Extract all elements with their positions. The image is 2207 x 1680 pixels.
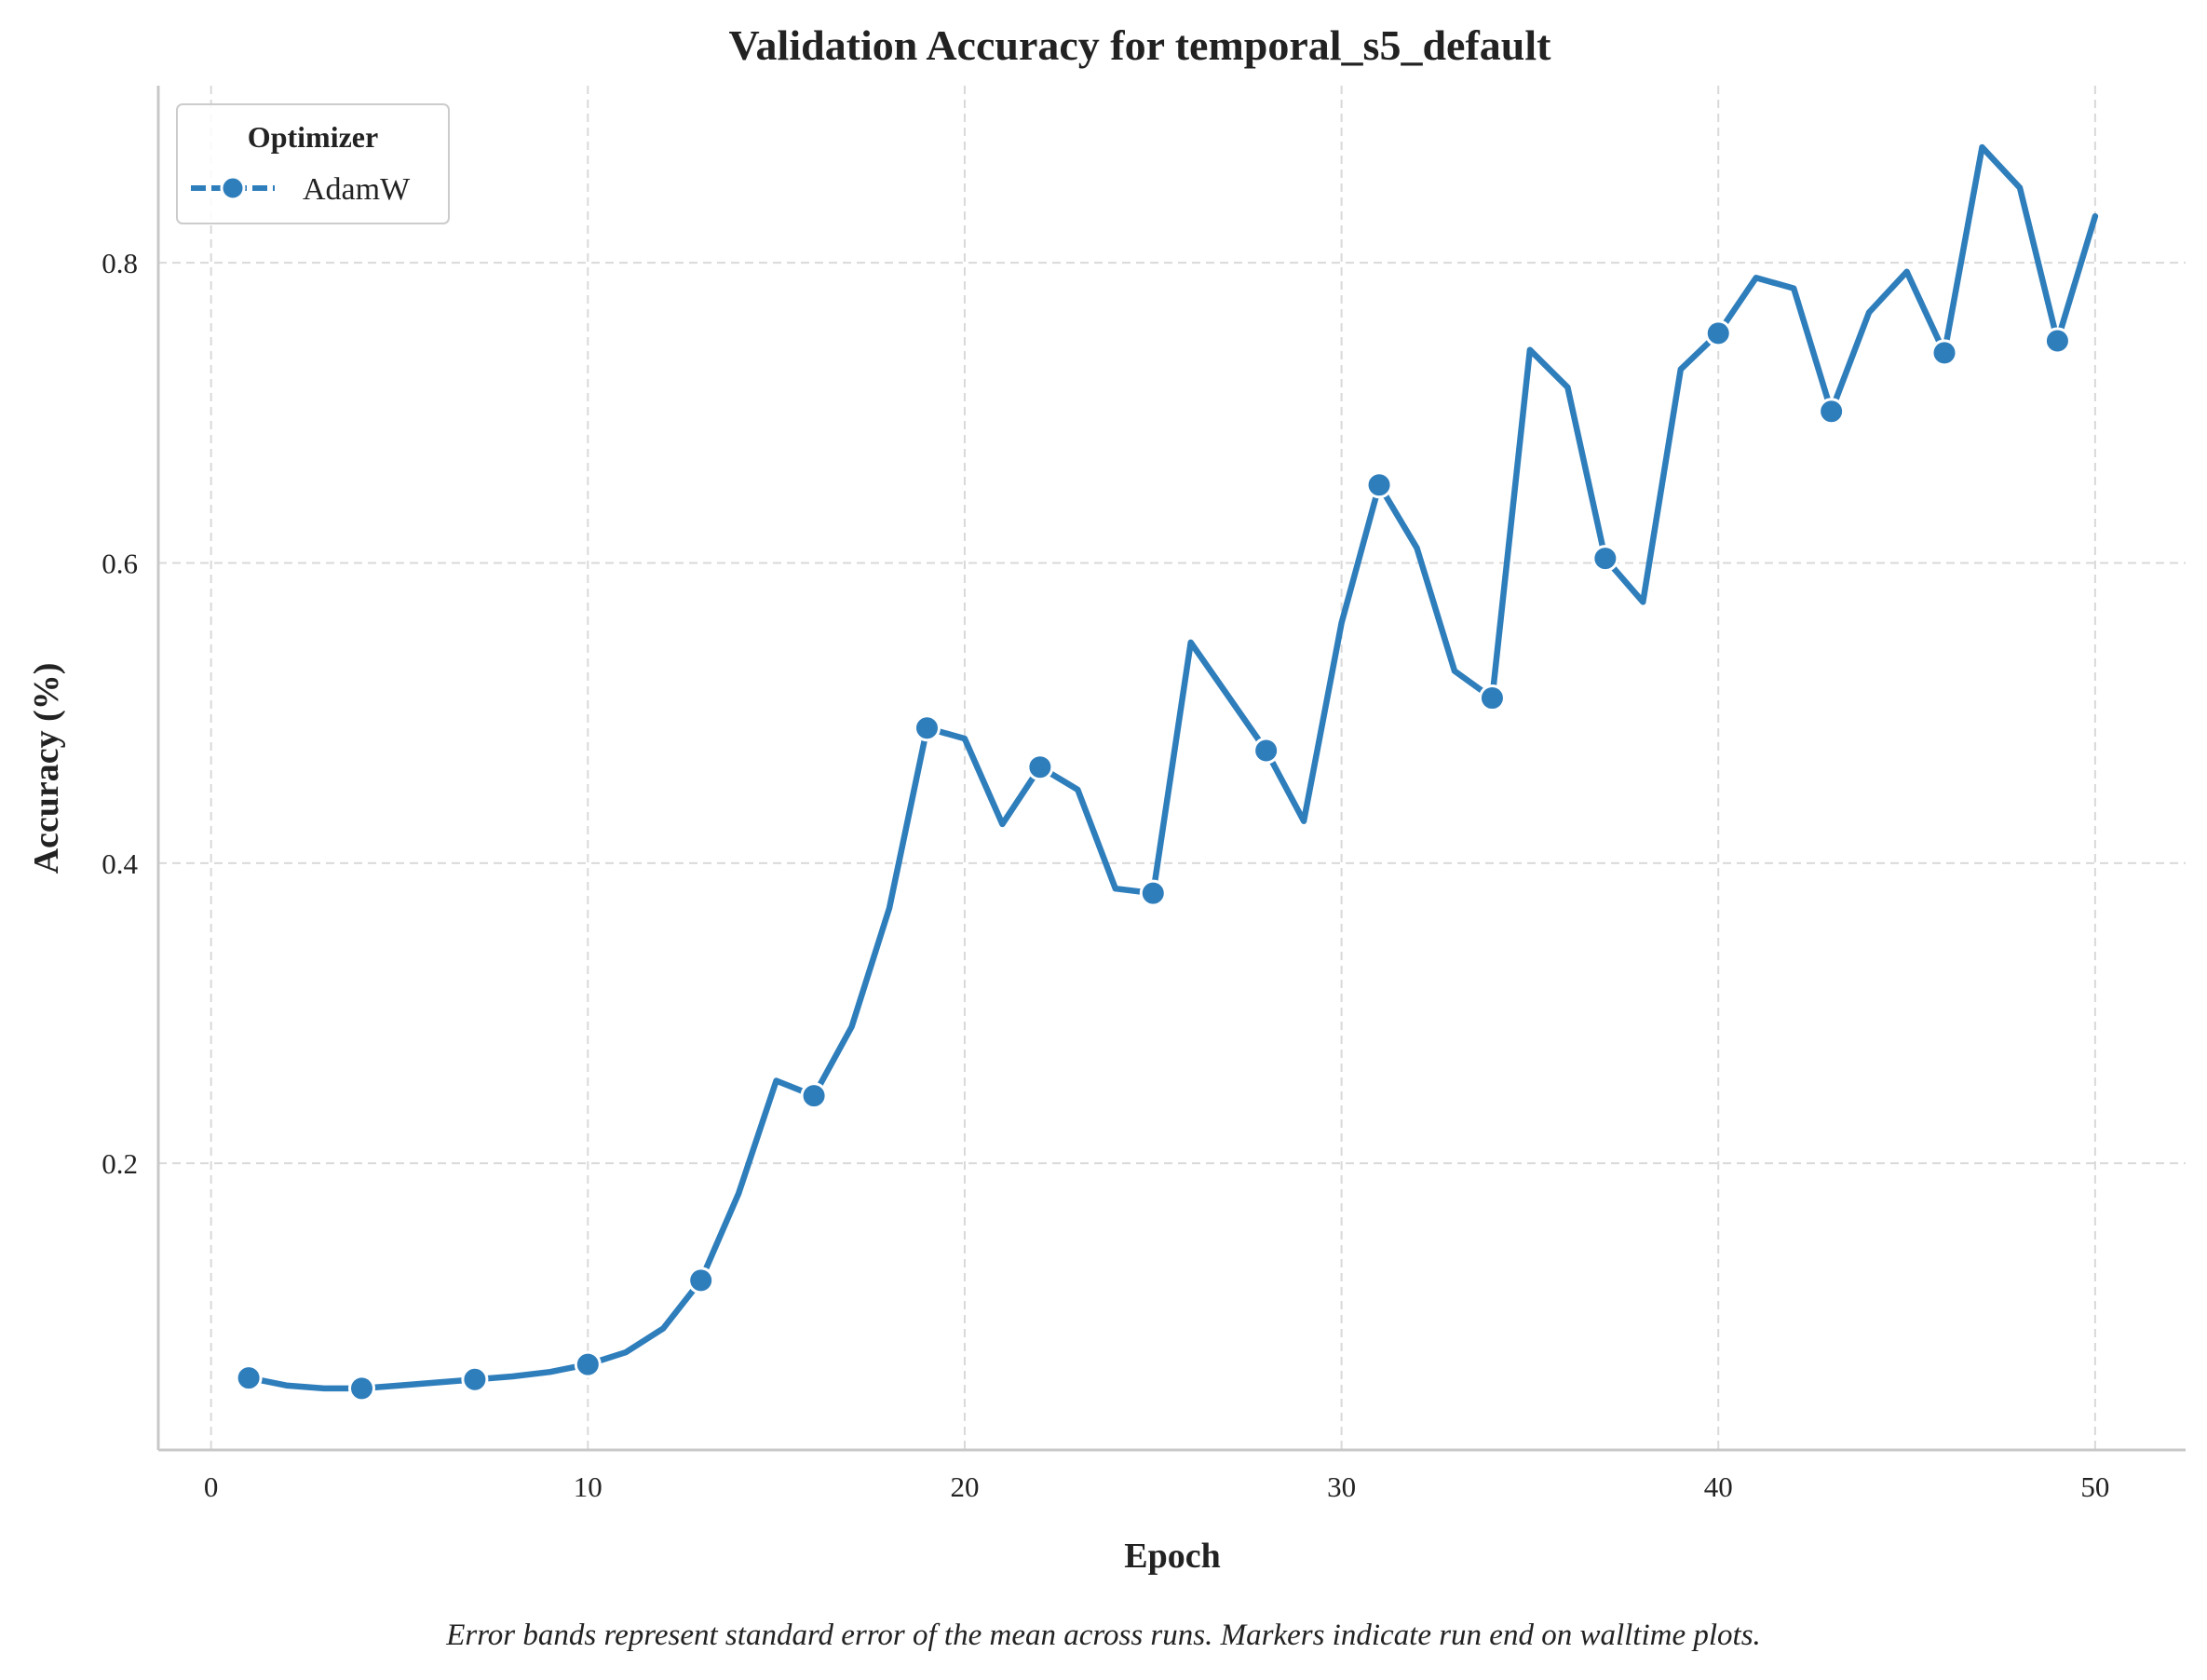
- data-point: [1818, 398, 1846, 426]
- y-tick-label: 0.2: [102, 1147, 138, 1180]
- x-tick-label: 50: [2080, 1470, 2109, 1503]
- data-point: [461, 1365, 489, 1393]
- legend-title: Optimizer: [248, 120, 378, 154]
- data-point: [1139, 879, 1167, 907]
- x-tick-label: 40: [1704, 1470, 1733, 1503]
- data-point: [574, 1350, 602, 1378]
- chart-title: Validation Accuracy for temporal_s5_defa…: [729, 21, 1552, 69]
- tick-labels: 0 10 20 30 40 50 0.2 0.4 0.6 0.8: [102, 247, 2109, 1503]
- data-point: [687, 1267, 715, 1294]
- data-point: [1704, 319, 1732, 347]
- data-point: [1591, 545, 1619, 573]
- x-tick-label: 10: [574, 1470, 603, 1503]
- legend-box: [176, 103, 450, 224]
- series-layer: [235, 143, 2099, 1402]
- data-point: [1478, 684, 1506, 712]
- y-tick-label: 0.6: [102, 548, 138, 580]
- legend-entry-adamw: AdamW: [303, 172, 411, 207]
- data-point: [2043, 327, 2071, 355]
- grid-lines: [158, 86, 2186, 1450]
- data-point: [1365, 471, 1393, 499]
- data-point: [800, 1082, 828, 1110]
- series-line-adamw: [245, 143, 2099, 1392]
- axes: [156, 86, 2186, 1452]
- data-point: [348, 1375, 376, 1402]
- legend-marker-adamw: [220, 175, 246, 201]
- data-point: [235, 1364, 263, 1392]
- x-tick-label: 20: [950, 1470, 979, 1503]
- y-tick-label: 0.8: [102, 247, 138, 279]
- x-axis-label: Epoch: [1124, 1537, 1220, 1576]
- y-axis-label: Accuracy (%): [27, 663, 66, 874]
- chart-caption: Error bands represent standard error of …: [446, 1619, 1761, 1652]
- data-point: [913, 714, 941, 742]
- legend: Optimizer AdamW: [176, 103, 450, 224]
- x-tick-label: 30: [1327, 1470, 1356, 1503]
- data-point: [1252, 737, 1280, 765]
- data-point: [1026, 753, 1054, 781]
- data-point: [1930, 339, 1958, 367]
- y-tick-label: 0.4: [102, 847, 138, 880]
- x-tick-label: 0: [204, 1470, 219, 1503]
